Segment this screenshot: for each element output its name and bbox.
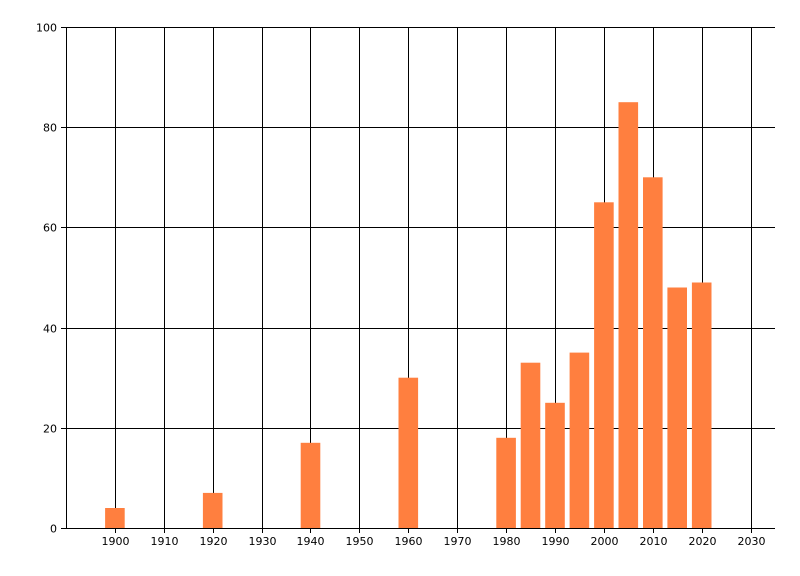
y-tick-label: 40 xyxy=(43,323,57,336)
x-tick-label: 1970 xyxy=(444,535,472,548)
axes xyxy=(61,27,775,533)
y-tick-label: 0 xyxy=(50,523,57,536)
bar-2000 xyxy=(594,202,614,529)
bar-1900 xyxy=(105,508,125,528)
x-tick-label: 1910 xyxy=(151,535,179,548)
bar-2020 xyxy=(691,282,712,528)
x-tick-label: 2000 xyxy=(591,535,619,548)
x-tick-label: 1930 xyxy=(249,535,277,548)
bar-1980 xyxy=(496,437,516,528)
x-tick-label: 1940 xyxy=(297,535,325,548)
bar-1940 xyxy=(300,442,321,528)
tick-labels: 0 20 40 60 80 100 1900 1910 1920 1930 1940 1950 1960… xyxy=(36,22,766,549)
x-tick-label: 1950 xyxy=(346,535,374,548)
x-tick-label: 1900 xyxy=(102,535,130,548)
x-tick-label: 2020 xyxy=(689,535,717,548)
bar-2015 xyxy=(667,287,687,528)
x-tick-label: 2010 xyxy=(640,535,668,548)
bar-2010 xyxy=(643,177,663,529)
bar-1960 xyxy=(398,377,419,528)
bar-1990 xyxy=(545,402,565,529)
y-tick-label: 80 xyxy=(43,122,57,135)
y-tick-label: 60 xyxy=(43,222,57,235)
bar-2005 xyxy=(618,102,639,528)
x-tick-label: 1960 xyxy=(395,535,423,548)
bars xyxy=(105,102,712,529)
bar-1920 xyxy=(202,492,223,528)
y-tick-label: 20 xyxy=(43,423,57,436)
bar-1985 xyxy=(520,362,541,528)
x-tick-label: 2030 xyxy=(738,535,766,548)
x-tick-label: 1920 xyxy=(200,535,228,548)
y-tick-label: 100 xyxy=(36,22,57,35)
x-tick-label: 1980 xyxy=(493,535,521,548)
bar-1995 xyxy=(569,352,590,528)
x-tick-label: 1990 xyxy=(542,535,570,548)
